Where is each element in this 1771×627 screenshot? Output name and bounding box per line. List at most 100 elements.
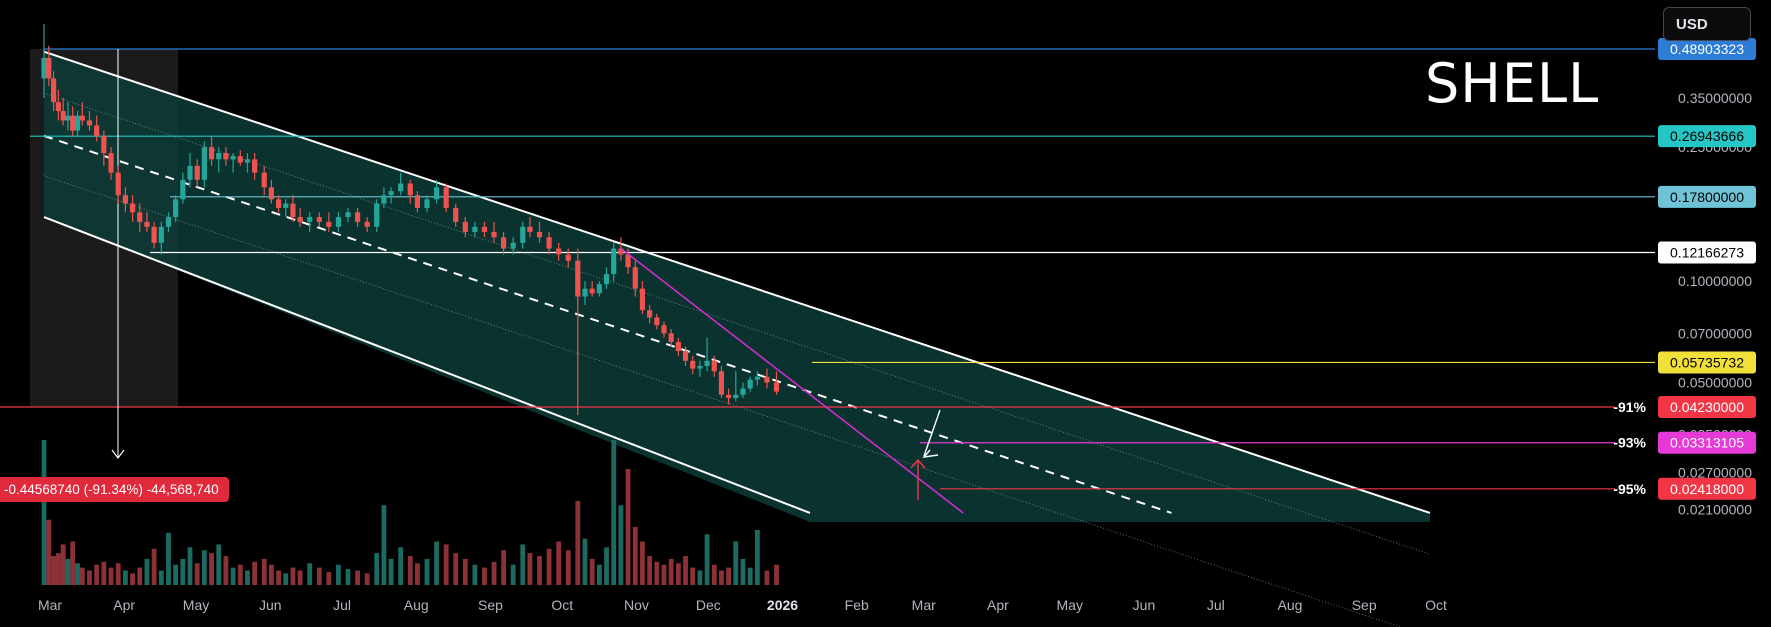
candle-body[interactable] bbox=[137, 212, 143, 222]
candle-body[interactable] bbox=[625, 254, 631, 268]
candle-body[interactable] bbox=[414, 195, 421, 208]
candle-body[interactable] bbox=[647, 310, 653, 318]
channel-lower-line[interactable] bbox=[43, 216, 811, 514]
candle-body[interactable] bbox=[194, 165, 200, 180]
candle-body[interactable] bbox=[70, 115, 76, 131]
candle-body[interactable] bbox=[747, 379, 753, 389]
candle-body[interactable] bbox=[718, 371, 725, 395]
candle-body[interactable] bbox=[639, 288, 646, 311]
candle-body[interactable] bbox=[690, 360, 696, 369]
candle-body[interactable] bbox=[381, 195, 387, 204]
candle-body[interactable] bbox=[223, 153, 229, 160]
candle-body[interactable] bbox=[252, 159, 258, 173]
candle-body[interactable] bbox=[764, 376, 770, 383]
candle-body[interactable] bbox=[726, 394, 732, 398]
candle-body[interactable] bbox=[711, 360, 717, 372]
candle-body[interactable] bbox=[50, 78, 57, 103]
candle-body[interactable] bbox=[618, 248, 624, 255]
candle-body[interactable] bbox=[335, 217, 342, 227]
candle-body[interactable] bbox=[754, 376, 760, 380]
candle-body[interactable] bbox=[546, 237, 552, 249]
candle-body[interactable] bbox=[208, 147, 215, 160]
currency-button[interactable]: USD bbox=[1663, 7, 1751, 41]
candle-body[interactable] bbox=[122, 195, 128, 204]
candle-body[interactable] bbox=[565, 254, 571, 261]
candle-body[interactable] bbox=[173, 199, 179, 218]
candle-body[interactable] bbox=[388, 191, 394, 196]
candle-body[interactable] bbox=[275, 199, 282, 208]
candle-body[interactable] bbox=[115, 172, 121, 196]
candle-body[interactable] bbox=[589, 288, 595, 294]
candle-body[interactable] bbox=[668, 333, 674, 342]
candle-body[interactable] bbox=[682, 351, 689, 361]
channel-upper-line[interactable] bbox=[43, 50, 1431, 514]
candle-body[interactable] bbox=[46, 57, 52, 79]
candle-body[interactable] bbox=[675, 341, 681, 352]
candle-body[interactable] bbox=[261, 172, 267, 188]
channel-mid-dashed-line[interactable] bbox=[43, 134, 1172, 514]
candle-body[interactable] bbox=[491, 231, 497, 238]
candle-body[interactable] bbox=[603, 274, 610, 285]
candle-body[interactable] bbox=[536, 231, 543, 238]
candle-body[interactable] bbox=[283, 203, 289, 208]
candle-body[interactable] bbox=[158, 226, 164, 243]
candle-body[interactable] bbox=[654, 317, 660, 326]
candle-body[interactable] bbox=[216, 153, 222, 160]
candle-body[interactable] bbox=[290, 203, 296, 218]
candle-body[interactable] bbox=[582, 288, 588, 297]
candle-body[interactable] bbox=[354, 212, 361, 222]
candle-body[interactable] bbox=[65, 115, 71, 121]
candle-body[interactable] bbox=[326, 221, 332, 227]
candle-body[interactable] bbox=[316, 217, 322, 222]
candle-body[interactable] bbox=[697, 365, 703, 369]
candle-body[interactable] bbox=[165, 217, 172, 227]
candle-body[interactable] bbox=[462, 221, 468, 232]
candle-body[interactable] bbox=[733, 394, 739, 398]
candle-body[interactable] bbox=[55, 102, 61, 112]
candle-body[interactable] bbox=[453, 207, 459, 222]
candle-body[interactable] bbox=[773, 382, 780, 392]
candle-body[interactable] bbox=[60, 111, 66, 121]
candle-body[interactable] bbox=[230, 156, 236, 160]
candle-body[interactable] bbox=[237, 156, 243, 163]
candle-body[interactable] bbox=[398, 183, 404, 192]
candle-body[interactable] bbox=[520, 226, 526, 243]
candle-body[interactable] bbox=[527, 226, 533, 232]
candle-body[interactable] bbox=[101, 135, 107, 154]
candle-body[interactable] bbox=[501, 237, 507, 249]
candle-body[interactable] bbox=[201, 147, 207, 180]
trendline[interactable] bbox=[620, 247, 964, 514]
candle-body[interactable] bbox=[144, 221, 150, 227]
candle-body[interactable] bbox=[556, 248, 562, 255]
candle-body[interactable] bbox=[79, 115, 85, 121]
candle-body[interactable] bbox=[151, 226, 157, 243]
candle-body[interactable] bbox=[297, 217, 303, 222]
candle-body[interactable] bbox=[94, 125, 100, 136]
candle-body[interactable] bbox=[268, 187, 275, 200]
candle-body[interactable] bbox=[129, 203, 136, 213]
candle-body[interactable] bbox=[41, 57, 47, 79]
candle-body[interactable] bbox=[74, 115, 81, 131]
candle-body[interactable] bbox=[407, 183, 413, 196]
candle-body[interactable] bbox=[510, 242, 516, 249]
candle-body[interactable] bbox=[364, 221, 370, 227]
candle-body[interactable] bbox=[481, 226, 488, 232]
candle-body[interactable] bbox=[740, 388, 746, 395]
candle-body[interactable] bbox=[472, 226, 478, 232]
candle-body[interactable] bbox=[180, 179, 186, 200]
candle-body[interactable] bbox=[374, 203, 380, 227]
candle-body[interactable] bbox=[424, 199, 430, 208]
candle-body[interactable] bbox=[632, 267, 638, 289]
candle-body[interactable] bbox=[443, 187, 449, 208]
candle-body[interactable] bbox=[596, 284, 602, 294]
candle-body[interactable] bbox=[244, 159, 251, 163]
candle-body[interactable] bbox=[307, 217, 313, 222]
candle-body[interactable] bbox=[611, 248, 617, 275]
candle-body[interactable] bbox=[108, 153, 114, 173]
candle-body[interactable] bbox=[433, 187, 440, 200]
candle-body[interactable] bbox=[661, 325, 667, 334]
candle-body[interactable] bbox=[187, 165, 193, 180]
candle-body[interactable] bbox=[704, 360, 710, 366]
candle-body[interactable] bbox=[345, 212, 351, 218]
